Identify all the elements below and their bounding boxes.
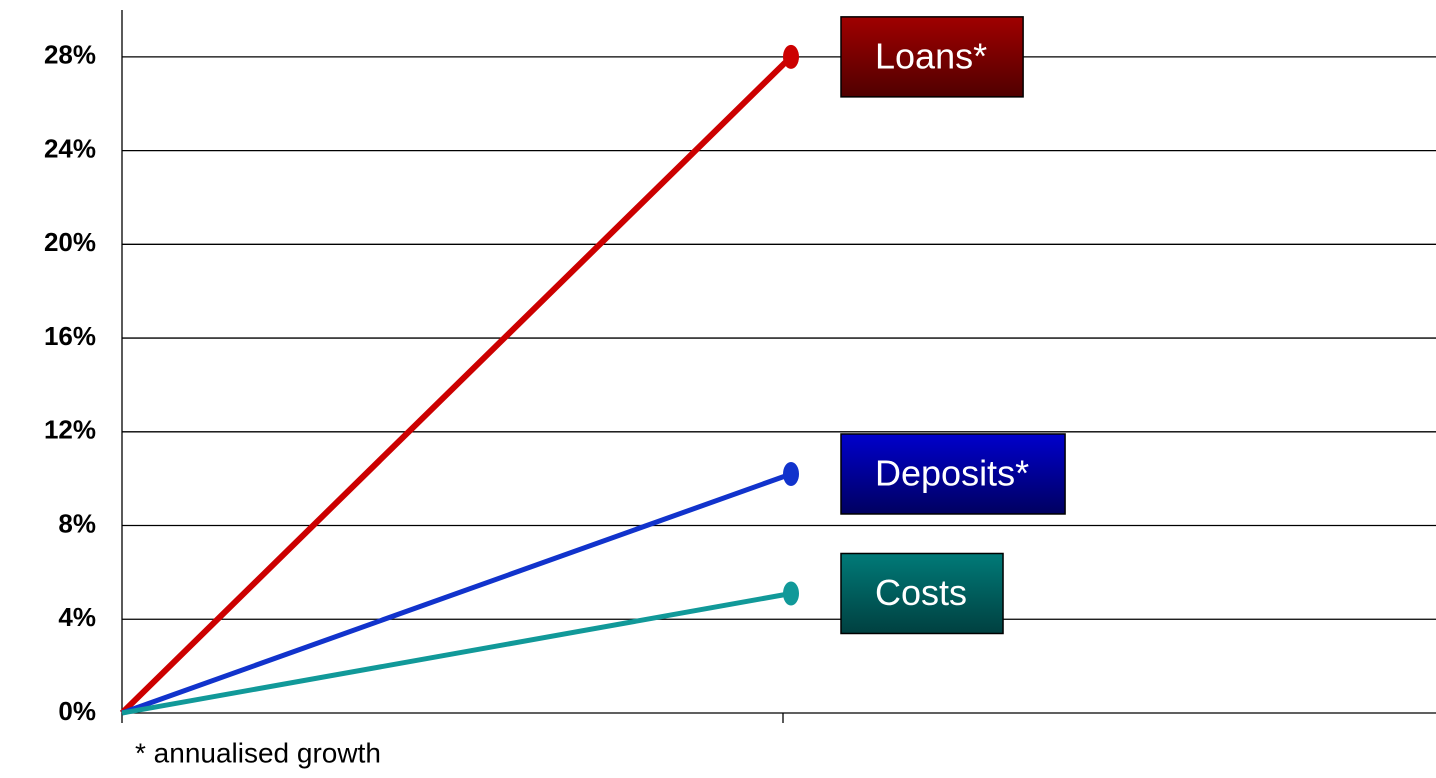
end-marker	[783, 461, 799, 486]
legend-label: Costs	[875, 572, 967, 613]
y-tick-label: 20%	[44, 227, 96, 257]
series-line	[119, 54, 794, 716]
legend-label: Deposits*	[875, 452, 1029, 493]
y-tick-label: 12%	[44, 415, 96, 445]
legend-box	[840, 16, 1024, 98]
y-tick-label: 8%	[58, 508, 96, 538]
y-tick-label: 0%	[58, 696, 96, 726]
annotation: * annualised growth	[135, 737, 381, 768]
y-tick-label: 16%	[44, 321, 96, 351]
y-tick-label: 28%	[44, 40, 96, 70]
y-tick-label: 4%	[58, 602, 96, 632]
legend-label: Loans*	[875, 35, 987, 76]
legend-box	[840, 433, 1066, 515]
legend-box	[840, 552, 1004, 635]
y-tick-label: 24%	[44, 133, 96, 163]
end-marker	[783, 581, 799, 606]
series-line	[121, 471, 792, 716]
end-marker	[783, 44, 799, 69]
series-line	[121, 591, 792, 716]
